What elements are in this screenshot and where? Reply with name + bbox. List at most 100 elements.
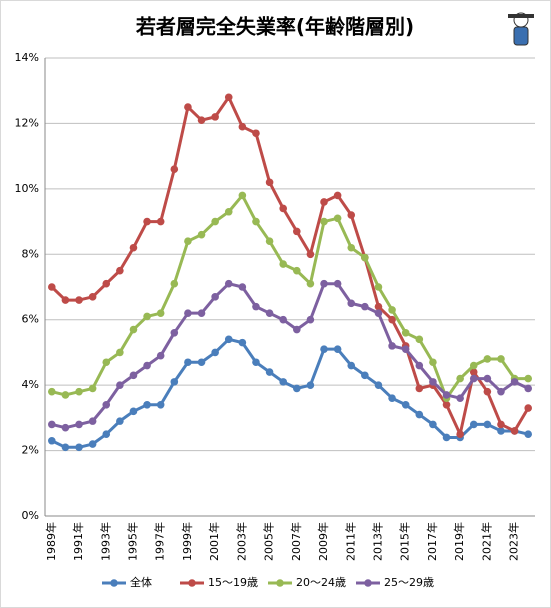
- data-point: [88, 417, 97, 425]
- y-tick-label: 0%: [22, 509, 39, 522]
- data-point: [469, 374, 478, 383]
- data-point: [333, 279, 342, 288]
- data-point: [415, 361, 424, 370]
- data-point: [306, 315, 315, 324]
- data-point: [211, 113, 219, 121]
- data-point: [129, 407, 138, 416]
- data-point: [75, 420, 83, 429]
- data-point: [170, 279, 179, 288]
- data-point: [347, 361, 356, 370]
- x-tick-label: 2021年: [479, 522, 493, 561]
- x-tick-label: 1989年: [44, 522, 58, 561]
- y-tick-label: 14%: [15, 51, 39, 64]
- data-point: [48, 420, 56, 429]
- data-point: [497, 420, 505, 429]
- data-point: [456, 374, 464, 383]
- data-point: [116, 417, 124, 425]
- data-point: [401, 329, 410, 337]
- data-point: [265, 237, 274, 245]
- data-point: [184, 103, 192, 111]
- x-tick-label: 2015年: [398, 522, 412, 561]
- data-point: [156, 309, 165, 317]
- data-point: [347, 299, 356, 308]
- data-point: [184, 309, 192, 317]
- series-line: [50, 95, 530, 436]
- chart-title: 若者層完全失業率(年齢階層別): [135, 15, 414, 39]
- y-tick-label: 12%: [15, 116, 39, 129]
- data-point: [388, 342, 396, 350]
- data-point: [156, 400, 165, 409]
- data-point: [456, 430, 464, 439]
- data-point: [524, 384, 532, 393]
- data-point: [143, 361, 151, 370]
- y-tick-label: 2%: [22, 444, 39, 457]
- data-point: [306, 279, 315, 288]
- x-tick-label: 1991年: [71, 522, 85, 561]
- data-point: [224, 335, 233, 344]
- data-point: [497, 387, 505, 396]
- data-point: [306, 381, 315, 389]
- data-point: [116, 348, 124, 357]
- data-point: [88, 293, 97, 301]
- data-point: [61, 443, 70, 452]
- data-point: [211, 217, 219, 226]
- data-point: [265, 309, 274, 317]
- data-point: [293, 325, 301, 334]
- data-point: [88, 440, 97, 448]
- data-point: [224, 93, 233, 102]
- y-tick-label: 8%: [22, 247, 39, 260]
- data-point: [415, 384, 424, 393]
- data-point: [293, 266, 301, 275]
- data-point: [197, 358, 206, 367]
- x-tick-label: 2003年: [234, 522, 248, 561]
- data-point: [102, 358, 111, 367]
- x-tick-label: 2017年: [425, 522, 439, 561]
- y-tick-label: 6%: [22, 313, 39, 326]
- data-point: [497, 427, 505, 435]
- data-point: [211, 348, 219, 357]
- data-point: [333, 214, 342, 223]
- data-point: [143, 400, 151, 409]
- data-point: [88, 384, 97, 393]
- data-point: [265, 368, 274, 376]
- legend-label: 全体: [130, 575, 152, 589]
- data-point: [442, 400, 451, 409]
- data-point: [61, 391, 70, 399]
- data-point: [116, 381, 124, 389]
- data-point: [252, 129, 260, 138]
- x-tick-label: 1999年: [180, 522, 194, 561]
- x-tick-label: 2001年: [207, 522, 221, 561]
- data-point: [238, 338, 247, 347]
- data-point: [320, 345, 328, 353]
- data-point: [102, 279, 111, 288]
- data-point: [333, 191, 342, 200]
- legend-marker: [364, 579, 372, 587]
- data-point: [116, 266, 124, 275]
- legend-label: 15～19歳: [208, 576, 258, 589]
- data-point: [388, 306, 396, 314]
- x-tick-label: 2009年: [316, 522, 330, 561]
- data-point: [211, 293, 219, 301]
- data-point: [48, 436, 56, 445]
- data-point: [279, 315, 287, 324]
- legend-marker: [276, 579, 284, 587]
- x-tick-label: 2019年: [452, 522, 466, 561]
- data-point: [238, 283, 247, 291]
- data-point: [197, 116, 206, 124]
- data-point: [184, 237, 192, 245]
- data-point: [224, 207, 233, 216]
- data-point: [415, 335, 424, 344]
- y-tick-label: 4%: [22, 378, 39, 391]
- data-point: [442, 391, 451, 399]
- data-point: [265, 178, 274, 187]
- data-point: [156, 351, 165, 360]
- data-point: [102, 400, 111, 409]
- data-point: [483, 420, 492, 429]
- data-point: [306, 250, 315, 259]
- data-point: [483, 355, 492, 363]
- data-point: [61, 423, 70, 432]
- data-point: [252, 302, 260, 311]
- data-point: [279, 260, 287, 268]
- data-point: [374, 302, 383, 311]
